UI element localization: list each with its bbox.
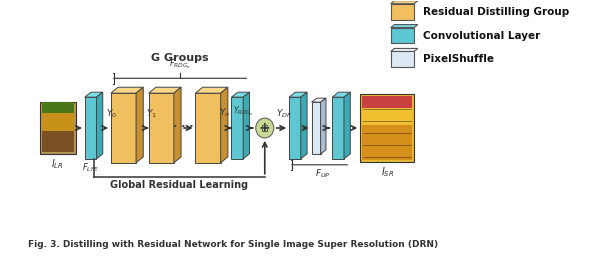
Bar (262, 125, 267, 131)
Text: $F_{UP}$: $F_{UP}$ (314, 168, 330, 180)
Text: Fig. 3. Distilling with Residual Network for Single Image Super Resolution (DRN): Fig. 3. Distilling with Residual Network… (28, 240, 438, 249)
Bar (391, 51, 414, 67)
Polygon shape (391, 48, 418, 51)
Polygon shape (332, 92, 350, 97)
Polygon shape (289, 92, 307, 97)
Polygon shape (332, 97, 344, 159)
Text: G Groups: G Groups (152, 53, 209, 63)
Polygon shape (174, 87, 181, 163)
Polygon shape (231, 92, 250, 97)
Bar (41, 131, 74, 152)
Bar (362, 108, 412, 125)
Text: $Y_1$: $Y_1$ (146, 108, 157, 120)
Text: +: + (259, 121, 271, 135)
Polygon shape (96, 92, 103, 159)
Text: PixelShuffle: PixelShuffle (423, 54, 494, 64)
Bar (362, 123, 412, 160)
Text: Global Residual Learning: Global Residual Learning (110, 180, 248, 190)
Text: · · ·: · · · (173, 122, 193, 132)
Polygon shape (312, 98, 326, 102)
Polygon shape (301, 92, 307, 159)
Polygon shape (391, 25, 418, 28)
Bar (40, 102, 76, 154)
Polygon shape (344, 92, 350, 159)
Text: $Y_{DF}$: $Y_{DF}$ (276, 108, 291, 120)
Bar (41, 102, 74, 113)
Text: $Y_0$: $Y_0$ (106, 108, 117, 120)
Bar (360, 94, 414, 162)
Polygon shape (195, 93, 221, 163)
Polygon shape (231, 97, 243, 159)
Polygon shape (195, 87, 228, 93)
Polygon shape (320, 98, 326, 154)
Text: Convolutional Layer: Convolutional Layer (423, 30, 540, 40)
Polygon shape (111, 93, 136, 163)
Polygon shape (85, 92, 103, 97)
Polygon shape (391, 1, 418, 4)
Polygon shape (149, 93, 174, 163)
Polygon shape (85, 97, 96, 159)
Bar (391, 4, 414, 20)
Polygon shape (289, 97, 301, 159)
Text: $Y_n$: $Y_n$ (218, 106, 230, 119)
Circle shape (256, 118, 274, 138)
Bar (391, 28, 414, 44)
Bar (362, 95, 412, 108)
Text: Residual Distilling Group: Residual Distilling Group (423, 7, 569, 17)
Polygon shape (136, 87, 143, 163)
Polygon shape (243, 92, 250, 159)
Text: $F_{LFE}$: $F_{LFE}$ (82, 162, 99, 174)
Text: $I_{LR}$: $I_{LR}$ (51, 157, 64, 171)
Text: $F_{RDG_n}$: $F_{RDG_n}$ (169, 58, 191, 71)
Polygon shape (312, 102, 320, 154)
Polygon shape (149, 87, 181, 93)
Polygon shape (221, 87, 228, 163)
Bar (41, 113, 74, 131)
Text: $I_{SR}$: $I_{SR}$ (381, 165, 394, 179)
Polygon shape (111, 87, 143, 93)
Text: $Y_{RDG_n}$: $Y_{RDG_n}$ (233, 104, 254, 118)
